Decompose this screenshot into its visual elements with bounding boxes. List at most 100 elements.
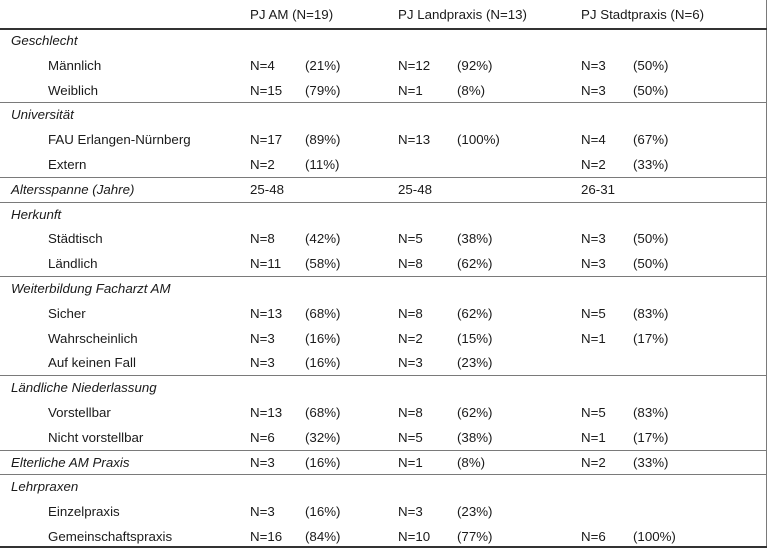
percent-cell: (23%) (457, 355, 493, 371)
row-label: Ländlich (48, 256, 98, 272)
table-row: Wahrscheinlich N=3 (16%) N=2 (15%) N=1 (17%) (0, 327, 767, 352)
count-cell: N=1 (398, 454, 423, 470)
count-cell: N=3 (398, 504, 423, 520)
percent-cell: (83%) (633, 305, 669, 321)
percent-cell: (58%) (305, 256, 341, 272)
count-cell: N=2 (250, 157, 275, 172)
table-row: Auf keinen Fall N=3 (16%) N=3 (23%) (0, 351, 767, 376)
percent-cell: (42%) (305, 231, 341, 247)
percent-cell: (50%) (633, 82, 669, 98)
row-label: Einzelpraxis (48, 504, 120, 520)
group-row: Weiterbildung Facharzt AM (0, 277, 767, 302)
count-cell: 26-31 (581, 181, 616, 197)
group-label: Elterliche AM Praxis (11, 454, 130, 470)
table-row: Weiblich N=15 (79%) N=1 (8%) N=3 (50%) (0, 79, 767, 104)
table-row: Männlich N=4 (21%) N=12 (92%) N=3 (50%) (0, 54, 767, 79)
count-cell: N=6 (250, 429, 275, 445)
percent-cell: (62%) (457, 405, 493, 420)
header-row: PJ AM (N=19) PJ Landpraxis (N=13) PJ Stadt… (0, 3, 767, 28)
percent-cell: (62%) (457, 256, 493, 272)
percent-cell: (33%) (633, 157, 669, 172)
count-cell: N=3 (250, 454, 275, 470)
column-header: PJ Stadtpraxis (N=6) (581, 7, 705, 22)
group-label: Altersspanne (Jahre) (11, 181, 135, 197)
group-label: Ländliche Niederlassung (11, 380, 157, 396)
count-cell: N=3 (581, 57, 606, 73)
group-row: Altersspanne (Jahre) 25-48 25-48 26-31 (0, 178, 767, 203)
group-row: Universität (0, 103, 767, 128)
group-label: Lehrpraxen (11, 479, 79, 495)
count-cell: N=8 (398, 256, 423, 272)
count-cell: N=4 (581, 132, 606, 148)
count-cell: N=2 (581, 157, 606, 172)
table-row: Extern N=2 (11%) N=2 (33%) (0, 153, 767, 178)
percent-cell: (68%) (305, 405, 341, 420)
percent-cell: (84%) (305, 529, 341, 544)
table-row: Einzelpraxis N=3 (16%) N=3 (23%) (0, 500, 767, 525)
count-cell: N=1 (581, 330, 606, 346)
percent-cell: (32%) (305, 429, 341, 445)
percent-cell: (92%) (457, 57, 493, 73)
table-row: FAU Erlangen-Nürnberg N=17 (89%) N=13 (100%)… (0, 128, 767, 153)
group-label: Weiterbildung Facharzt AM (11, 281, 171, 296)
count-cell: 25-48 (250, 181, 285, 197)
count-cell: N=16 (250, 529, 283, 544)
count-cell: N=8 (250, 231, 275, 247)
percent-cell: (8%) (457, 454, 486, 470)
count-cell: N=4 (250, 57, 275, 73)
table-row: Nicht vorstellbar N=6 (32%) N=5 (38%) N=1 (17%… (0, 426, 767, 451)
percent-cell: (50%) (633, 256, 669, 272)
percent-cell: (8%) (457, 82, 486, 98)
percent-cell: (50%) (633, 57, 669, 73)
percent-cell: (83%) (633, 405, 669, 420)
percent-cell: (62%) (457, 305, 493, 321)
percent-cell: (89%) (305, 132, 341, 148)
count-cell: N=5 (581, 405, 606, 420)
percent-cell: (38%) (457, 429, 493, 445)
row-label: Männlich (48, 57, 102, 73)
count-cell: N=12 (398, 57, 431, 73)
percent-cell: (16%) (305, 504, 341, 520)
percent-cell: (21%) (305, 57, 341, 73)
row-label: Vorstellbar (48, 405, 111, 420)
count-cell: N=13 (250, 305, 283, 321)
group-separator (0, 102, 767, 104)
count-cell: N=2 (581, 454, 606, 470)
row-label: Sicher (48, 305, 86, 321)
group-row: Lehrpraxen (0, 475, 767, 500)
row-label: Gemeinschaftspraxis (48, 529, 173, 544)
group-separator (0, 201, 767, 203)
group-row: Herkunft (0, 203, 767, 228)
row-label: FAU Erlangen-Nürnberg (48, 132, 191, 148)
percent-cell: (16%) (305, 330, 341, 346)
count-cell: N=3 (250, 330, 275, 346)
table-row: Städtisch N=8 (42%) N=5 (38%) N=3 (50%) (0, 227, 767, 252)
row-label: Wahrscheinlich (48, 330, 138, 346)
percent-cell: (68%) (305, 305, 341, 321)
table-row: Sicher N=13 (68%) N=8 (62%) N=5 (83%) (0, 302, 767, 327)
percent-cell: (17%) (633, 330, 669, 346)
count-cell: N=5 (581, 305, 606, 321)
group-separator (0, 474, 767, 476)
count-cell: N=10 (398, 529, 431, 544)
count-cell: N=3 (250, 355, 275, 371)
count-cell: N=13 (398, 132, 431, 148)
row-label: Nicht vorstellbar (48, 429, 144, 445)
column-header: PJ AM (N=19) (250, 7, 334, 22)
group-label: Herkunft (11, 206, 62, 222)
column-header: PJ Landpraxis (N=13) (398, 7, 527, 22)
group-row: Elterliche AM Praxis N=3 (16%) N=1 (8%) N=2 (3… (0, 451, 767, 476)
percent-cell: (11%) (305, 157, 340, 172)
count-cell: N=15 (250, 82, 283, 98)
count-cell: N=8 (398, 305, 423, 321)
percent-cell: (17%) (633, 429, 669, 445)
count-cell: N=8 (398, 405, 423, 420)
percent-cell: (100%) (633, 529, 676, 544)
group-label: Geschlecht (11, 33, 78, 48)
percent-cell: (16%) (305, 355, 341, 371)
group-separator (0, 276, 767, 277)
count-cell: N=17 (250, 132, 283, 148)
row-label: Extern (48, 157, 87, 172)
group-row: Geschlecht (0, 29, 767, 54)
